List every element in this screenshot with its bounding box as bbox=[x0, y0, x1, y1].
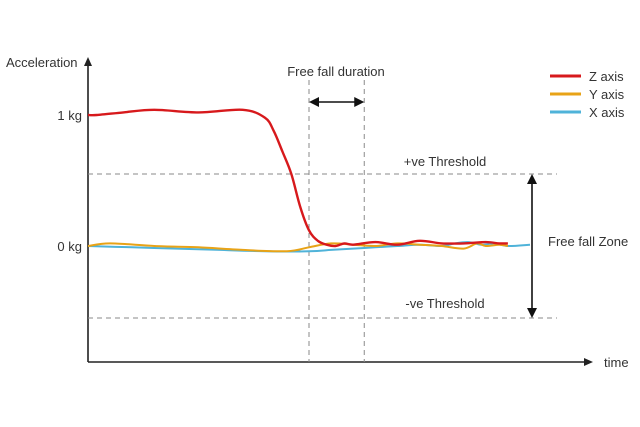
y-tick-label-0kg: 0 kg bbox=[57, 239, 82, 254]
legend-label-y-axis: Y axis bbox=[589, 87, 625, 102]
free-fall-duration-arrowhead-left bbox=[309, 97, 319, 107]
y-axis-arrow bbox=[84, 57, 92, 66]
legend-label-z-axis: Z axis bbox=[589, 69, 624, 84]
y-axis-title: Acceleration bbox=[6, 55, 78, 70]
legend-label-x-axis: X axis bbox=[589, 105, 625, 120]
y-tick-label-1kg: 1 kg bbox=[57, 108, 82, 123]
x-axis-title: time bbox=[604, 355, 629, 370]
free-fall-duration-label: Free fall duration bbox=[287, 64, 385, 79]
free-fall-zone-arrowhead-bottom bbox=[527, 308, 537, 319]
negative-threshold-label: -ve Threshold bbox=[405, 296, 484, 311]
positive-threshold-label: +ve Threshold bbox=[404, 154, 487, 169]
x-axis-arrow bbox=[584, 358, 593, 366]
free-fall-zone-label: Free fall Zone bbox=[548, 234, 628, 249]
series-layer bbox=[87, 108, 531, 253]
series-line-z-axis bbox=[87, 108, 508, 248]
free-fall-zone-arrowhead-top bbox=[527, 173, 537, 184]
free-fall-duration-arrowhead-right bbox=[354, 97, 365, 107]
legend: Z axis Y axis X axis bbox=[550, 69, 625, 120]
